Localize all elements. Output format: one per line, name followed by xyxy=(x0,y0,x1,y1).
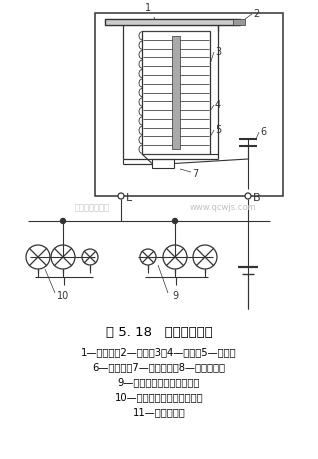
Bar xyxy=(172,37,180,150)
Bar xyxy=(152,160,174,168)
Text: 图 5. 18   电容式闪光器: 图 5. 18 电容式闪光器 xyxy=(106,326,212,339)
Text: 11—转向灯开关: 11—转向灯开关 xyxy=(133,406,185,416)
Circle shape xyxy=(245,194,251,200)
Text: 3: 3 xyxy=(215,47,221,57)
Text: 汽车维修技术网: 汽车维修技术网 xyxy=(75,203,110,212)
Circle shape xyxy=(60,219,66,224)
Text: 10: 10 xyxy=(57,291,69,300)
Circle shape xyxy=(118,194,124,200)
Bar xyxy=(233,20,245,26)
Text: L: L xyxy=(126,193,132,202)
Circle shape xyxy=(172,219,177,224)
Text: 9: 9 xyxy=(172,291,178,300)
Bar xyxy=(105,20,240,26)
Text: 5: 5 xyxy=(215,125,221,134)
Bar xyxy=(105,20,240,26)
Text: B: B xyxy=(253,193,261,202)
Text: 1: 1 xyxy=(145,3,155,20)
Bar xyxy=(95,14,283,196)
Text: 9—右转向信号灯和指示灯；: 9—右转向信号灯和指示灯； xyxy=(118,376,200,386)
Text: 6—电容器；7—灭弧电阻；8—电源开关；: 6—电容器；7—灭弧电阻；8—电源开关； xyxy=(93,361,225,371)
Text: 7: 7 xyxy=(192,168,198,179)
Text: 6: 6 xyxy=(260,127,266,137)
Text: 2: 2 xyxy=(253,9,259,19)
Bar xyxy=(142,32,210,155)
Text: www.qcwjs.com: www.qcwjs.com xyxy=(190,203,257,212)
Bar xyxy=(105,20,240,26)
Text: 1—弹簧片；2—触点；3、4—线圈；5—铁心；: 1—弹簧片；2—触点；3、4—线圈；5—铁心； xyxy=(81,346,237,356)
Text: 10—左转向信号灯和指示灯；: 10—左转向信号灯和指示灯； xyxy=(115,391,203,401)
Text: 4: 4 xyxy=(215,100,221,110)
